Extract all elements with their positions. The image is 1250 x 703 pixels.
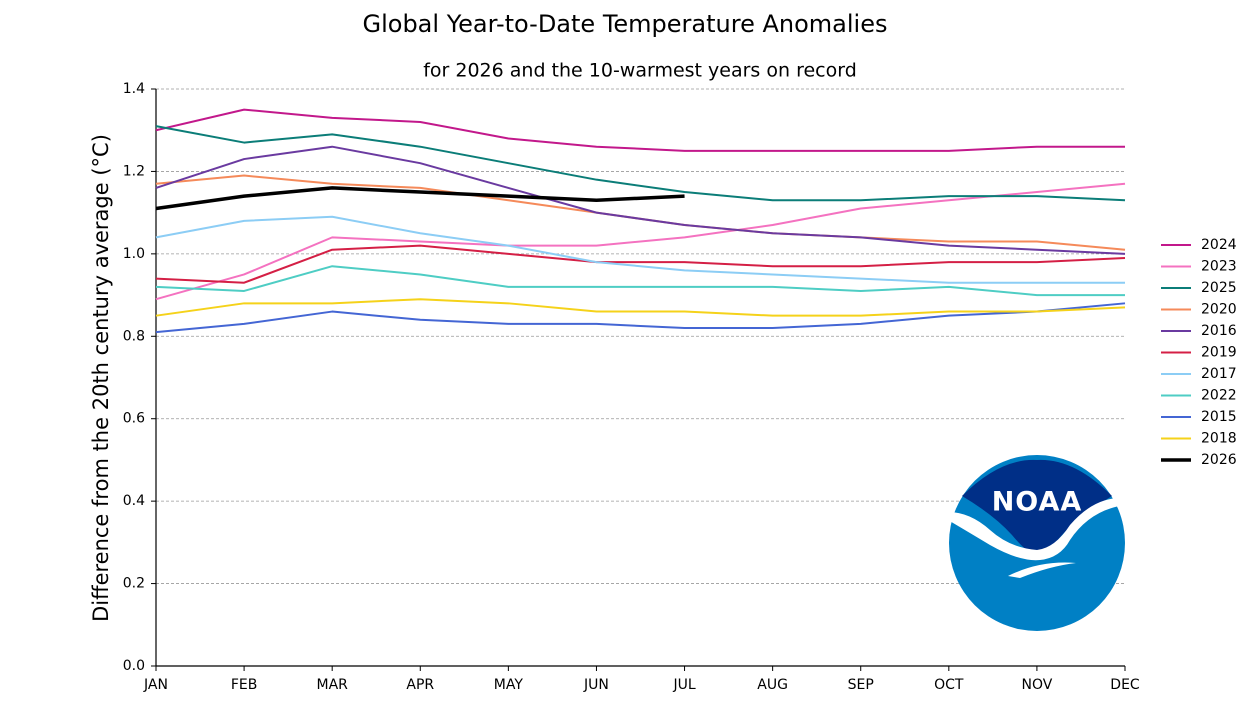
x-tick-label: MAR: [316, 677, 348, 693]
y-tick-label: 0.0: [123, 658, 145, 674]
y-tick-label: 1.4: [123, 81, 145, 97]
series-line: [155, 244, 1126, 284]
x-tick-label: MAY: [494, 677, 524, 693]
y-tick-label: 0.6: [123, 411, 145, 427]
logo-swoosh: [948, 497, 1125, 561]
legend-label: 2025: [1201, 280, 1237, 296]
legend-label: 2024: [1201, 237, 1237, 253]
chart-subtitle: for 2026 and the 10-warmest years on rec…: [423, 60, 857, 82]
x-tick-label: OCT: [934, 677, 964, 693]
legend-label: 2023: [1201, 259, 1237, 275]
legend-label: 2015: [1201, 409, 1237, 425]
logo-top: [962, 459, 1112, 557]
series-line: [155, 186, 685, 211]
series-line: [155, 298, 1126, 317]
x-tick-label: SEP: [848, 677, 874, 693]
legend-label: 2019: [1201, 345, 1237, 361]
logo-text: NOAA: [992, 487, 1083, 518]
y-tick-label: 1.2: [123, 163, 145, 179]
y-axis-label: Difference from the 20th century average…: [89, 134, 113, 622]
legend-label: 2017: [1201, 366, 1237, 382]
series-line: [155, 302, 1126, 334]
legend-label: 2018: [1201, 431, 1237, 447]
x-tick-label: NOV: [1021, 677, 1052, 693]
x-tick-label: JUN: [583, 677, 609, 693]
series-line: [155, 265, 1125, 297]
x-tick-label: AUG: [757, 677, 788, 693]
x-tick-label: FEB: [231, 677, 258, 693]
y-tick-label: 0.2: [123, 576, 145, 592]
logo-tail: [1008, 562, 1076, 578]
legend-label: 2026: [1201, 452, 1237, 468]
y-tick-label: 0.8: [123, 328, 145, 344]
x-tick-label: JUL: [672, 677, 695, 693]
x-tick-label: JAN: [143, 677, 168, 693]
series-line: [155, 145, 1126, 255]
x-tick-label: APR: [406, 677, 434, 693]
series-line: [155, 215, 1125, 284]
series-line: [155, 125, 1126, 202]
y-tick-label: 0.4: [123, 493, 145, 509]
legend-label: 2022: [1201, 388, 1237, 404]
legend-label: 2016: [1201, 323, 1237, 339]
series-line: [155, 108, 1125, 152]
noaa-logo: NOAA: [948, 455, 1125, 631]
y-tick-label: 1.0: [123, 246, 145, 262]
x-tick-label: DEC: [1110, 677, 1140, 693]
chart-title: Global Year-to-Date Temperature Anomalie…: [363, 10, 888, 38]
series-line: [155, 182, 1126, 301]
legend-label: 2020: [1201, 302, 1237, 318]
